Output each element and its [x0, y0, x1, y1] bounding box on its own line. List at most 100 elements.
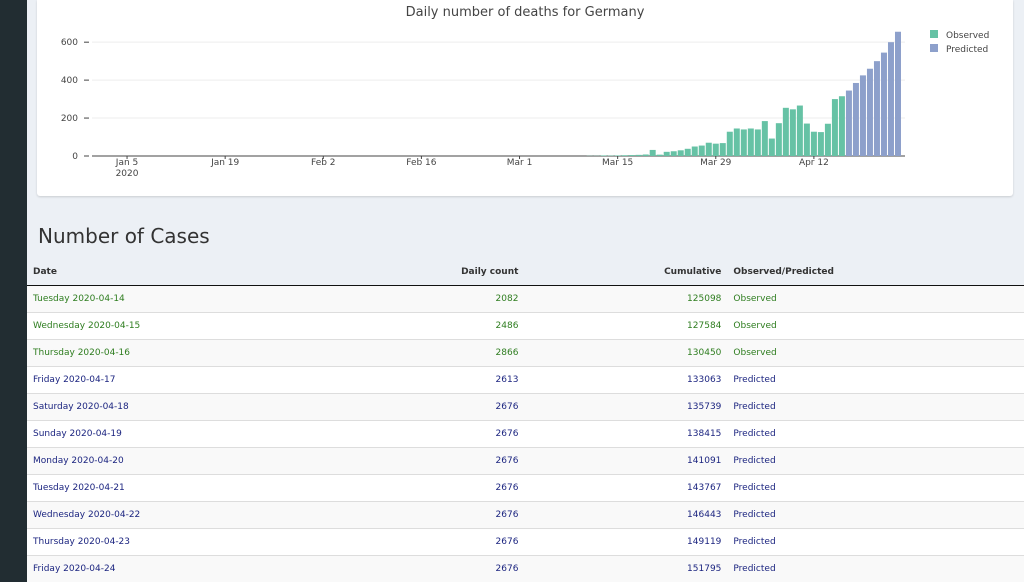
table-cell: Friday 2020-04-24: [27, 555, 417, 582]
table-body: Tuesday 2020-04-14 2082 125098 Observed Wedn…: [27, 285, 1024, 582]
table-cell: 2676: [416, 420, 525, 448]
y-tick-label: 0: [72, 152, 78, 162]
table-cell: Observed: [727, 285, 1024, 313]
y-tick-label: 200: [61, 114, 78, 124]
bar: [677, 150, 684, 156]
table-row: Friday 2020-04-17 2613 133063 Predicted: [27, 366, 1024, 394]
x-tick-label: Jan 19: [210, 158, 239, 168]
bar: [782, 107, 789, 156]
bar: [712, 143, 719, 156]
bar: [768, 138, 775, 156]
bar: [740, 129, 747, 156]
table-cell: Predicted: [727, 555, 1024, 582]
bar: [831, 99, 838, 156]
table-cell: Predicted: [727, 528, 1024, 556]
bar: [684, 148, 691, 156]
table-cell: 138415: [524, 420, 728, 448]
table-cell: 125098: [524, 285, 728, 313]
table-cell: Predicted: [727, 420, 1024, 448]
table-cell: Predicted: [727, 366, 1024, 394]
bar: [698, 145, 705, 156]
bar: [789, 109, 796, 156]
bar: [817, 132, 824, 156]
column-header[interactable]: Cumulative: [524, 258, 728, 286]
x-tick-label: Apr 12: [799, 158, 829, 168]
bar: [754, 129, 761, 156]
table-row: Friday 2020-04-24 2676 151795 Predicted: [27, 555, 1024, 582]
table-cell: Wednesday 2020-04-15: [27, 312, 417, 340]
bar: [719, 143, 726, 156]
table-cell: Observed: [727, 312, 1024, 340]
section-title: Number of Cases: [38, 224, 210, 248]
table-cell: 146443: [524, 501, 728, 529]
table-cell: 141091: [524, 447, 728, 475]
table-cell: 2866: [416, 339, 525, 367]
table-row: Thursday 2020-04-16 2866 130450 Observed: [27, 339, 1024, 367]
x-tick-label: Mar 29: [700, 158, 732, 168]
table-cell: 143767: [524, 474, 728, 502]
table-row: Wednesday 2020-04-15 2486 127584 Observed: [27, 312, 1024, 340]
table-cell: 2486: [416, 312, 525, 340]
table-cell: 149119: [524, 528, 728, 556]
table-cell: 2676: [416, 555, 525, 582]
table-cell: 127584: [524, 312, 728, 340]
bar: [705, 142, 712, 156]
table-cell: 135739: [524, 393, 728, 421]
table-cell: 2676: [416, 393, 525, 421]
column-header[interactable]: Date: [27, 258, 417, 286]
table-cell: Friday 2020-04-17: [27, 366, 417, 394]
cases-table: Date Daily count Cumulative Observed/Predic…: [27, 258, 1024, 582]
bar: [775, 123, 782, 156]
table-cell: 2676: [416, 501, 525, 529]
table-row: Monday 2020-04-20 2676 141091 Predicted: [27, 447, 1024, 475]
bar: [670, 151, 677, 156]
bar: [803, 123, 810, 156]
table-cell: Saturday 2020-04-18: [27, 393, 417, 421]
bar: [873, 61, 880, 156]
table-row: Tuesday 2020-04-21 2676 143767 Predicted: [27, 474, 1024, 502]
bar: [726, 131, 733, 156]
chart: Daily number of deaths for Germany 0 200 4…: [61, 5, 990, 179]
bar: [649, 149, 656, 156]
column-header[interactable]: Observed/Predicted: [727, 258, 1024, 286]
bar: [838, 96, 845, 156]
table-header: Date Daily count Cumulative Observed/Predic…: [27, 258, 1024, 286]
table-cell: Observed: [727, 339, 1024, 367]
y-tick-label: 600: [61, 38, 78, 48]
table-cell: 2676: [416, 474, 525, 502]
table-row: Sunday 2020-04-19 2676 138415 Predicted: [27, 420, 1024, 448]
bar: [733, 128, 740, 156]
bar: [887, 42, 894, 157]
table-cell: Predicted: [727, 393, 1024, 421]
x-tick-label: Mar 15: [602, 158, 633, 168]
bar: [824, 123, 831, 156]
chart-card: Daily number of deaths for Germany 0 200 4…: [37, 0, 1013, 196]
bar: [663, 151, 670, 156]
table-cell: 2613: [416, 366, 525, 394]
table-cell: Predicted: [727, 501, 1024, 529]
bar: [642, 154, 649, 156]
column-header[interactable]: Daily count: [416, 258, 525, 286]
table-cell: 151795: [524, 555, 728, 582]
table-cell: 133063: [524, 366, 728, 394]
y-tick-label: 400: [61, 76, 78, 86]
legend-label: Observed: [946, 31, 989, 41]
table-cell: Predicted: [727, 447, 1024, 475]
bar: [614, 155, 621, 156]
bar: [656, 154, 663, 156]
table-row: Saturday 2020-04-18 2676 135739 Predicted: [27, 393, 1024, 421]
sidebar: [0, 0, 27, 582]
bar: [621, 155, 628, 156]
table-cell: 2082: [416, 285, 525, 313]
table-cell: Thursday 2020-04-16: [27, 339, 417, 367]
bar: [894, 31, 901, 157]
table-cell: Monday 2020-04-20: [27, 447, 417, 475]
bar: [635, 154, 642, 156]
table-cell: Thursday 2020-04-23: [27, 528, 417, 556]
chart-title: Daily number of deaths for Germany: [406, 5, 645, 20]
legend-swatch: [930, 44, 938, 52]
x-tick-label: Jan 5 2020: [115, 158, 139, 179]
x-tick-label: Feb 2: [311, 158, 336, 168]
table-cell: Tuesday 2020-04-21: [27, 474, 417, 502]
